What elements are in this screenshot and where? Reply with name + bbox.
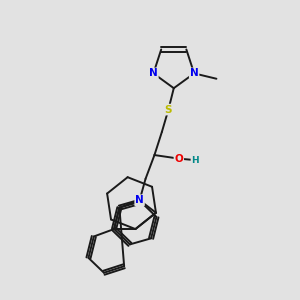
Text: N: N [190,68,199,78]
Text: S: S [165,105,172,115]
Text: N: N [135,195,144,205]
Text: O: O [175,154,183,164]
Text: N: N [149,68,158,78]
Text: H: H [191,156,199,165]
